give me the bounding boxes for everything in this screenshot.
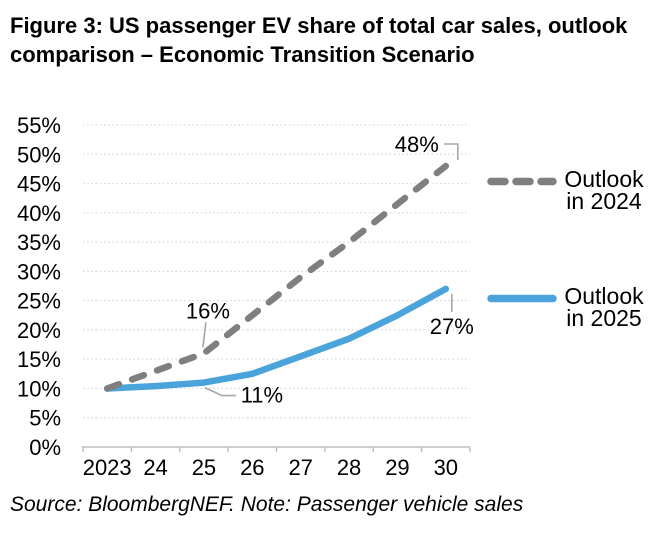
legend-label-outlook-2025: Outlook in 2025 — [564, 283, 644, 331]
y-axis-label: 10% — [17, 376, 61, 401]
annotation-leader — [204, 386, 236, 397]
x-axis-label: 24 — [143, 455, 167, 480]
y-axis-label: 0% — [29, 435, 61, 460]
x-axis-label: 2023 — [83, 455, 132, 480]
y-axis-label: 40% — [17, 201, 61, 226]
figure-title-line1: Figure 3: US passenger EV share of total… — [10, 13, 628, 38]
y-axis-label: 25% — [17, 289, 61, 314]
x-axis-label: 27 — [288, 455, 312, 480]
y-axis-label: 15% — [17, 347, 61, 372]
y-axis-label: 50% — [17, 142, 61, 167]
y-axis-label: 30% — [17, 259, 61, 284]
y-axis-label: 20% — [17, 318, 61, 343]
chart-plot-area: 0% 5% 10% 15% 20% 25% 30% 35% 40% 45% 50% 55% 2023 24… — [17, 113, 474, 480]
annotation-label-27: 27% — [430, 314, 474, 339]
annotation-label-16: 16% — [186, 298, 230, 323]
legend-dashed-line-sample — [487, 177, 557, 186]
figure-title: Figure 3: US passenger EV share of total… — [10, 11, 644, 69]
y-axis-label: 5% — [29, 406, 61, 431]
x-axis-label: 29 — [385, 455, 409, 480]
x-axis-label: 30 — [434, 455, 458, 480]
annotation-leader — [202, 322, 207, 348]
y-axis-label: 35% — [17, 230, 61, 255]
series-line-outlook-in-2024 — [103, 162, 450, 392]
legend-item-outlook-2024: Outlook in 2024 — [486, 166, 648, 214]
legend-solid-line-sample — [487, 294, 557, 303]
figure-title-line2: comparison – Economic Transition Scenari… — [10, 42, 475, 67]
series-line-outlook-in-2025 — [103, 285, 450, 392]
annotation-label-11: 11% — [241, 383, 283, 408]
y-axis-label: 55% — [17, 113, 61, 138]
annotation-label-48: 48% — [395, 132, 439, 157]
legend-label-outlook-2024: Outlook in 2024 — [564, 166, 644, 214]
y-axis-label: 45% — [17, 172, 61, 197]
annotation-leader — [443, 143, 459, 160]
legend-item-outlook-2025: Outlook in 2025 — [486, 283, 648, 331]
x-axis-label: 26 — [240, 455, 264, 480]
x-axis-label: 28 — [337, 455, 361, 480]
source-note: Source: BloombergNEF. Note: Passenger ve… — [10, 493, 524, 516]
x-axis-label: 25 — [192, 455, 216, 480]
